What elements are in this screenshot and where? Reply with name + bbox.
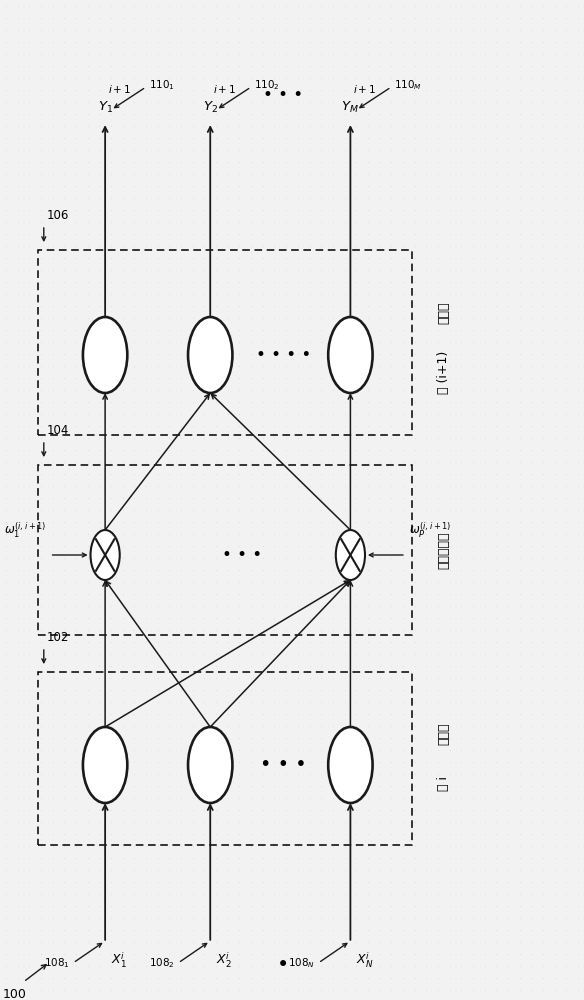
Circle shape: [328, 317, 373, 393]
Circle shape: [83, 727, 127, 803]
Text: 突触的网络: 突触的网络: [437, 531, 450, 569]
Text: $Y_2$: $Y_2$: [203, 100, 218, 115]
Text: $Y_1$: $Y_1$: [98, 100, 113, 115]
Text: 神经元: 神经元: [437, 301, 450, 324]
Text: $X_1^i$: $X_1^i$: [111, 951, 127, 970]
Text: $108_1$: $108_1$: [44, 956, 70, 970]
Text: $X_N^i$: $X_N^i$: [356, 951, 374, 970]
Text: $i+1$: $i+1$: [108, 83, 131, 95]
Circle shape: [336, 530, 365, 580]
Text: • • •: • • •: [223, 546, 262, 564]
Text: 级 i: 级 i: [437, 776, 450, 791]
Circle shape: [91, 530, 120, 580]
Text: $110_2$: $110_2$: [254, 78, 280, 92]
Text: • • •: • • •: [260, 756, 307, 774]
Text: 104: 104: [47, 424, 69, 437]
Text: $X_2^i$: $X_2^i$: [216, 951, 232, 970]
Text: •: •: [277, 955, 289, 975]
Text: $108_2$: $108_2$: [150, 956, 175, 970]
Text: 级 (i+1): 级 (i+1): [437, 351, 450, 394]
Text: 100: 100: [3, 988, 26, 1000]
Text: $i+1$: $i+1$: [213, 83, 237, 95]
Text: $108_N$: $108_N$: [288, 956, 315, 970]
Text: $110_1$: $110_1$: [149, 78, 175, 92]
Circle shape: [188, 317, 232, 393]
Circle shape: [328, 727, 373, 803]
Text: • • •: • • •: [263, 86, 303, 104]
Text: • • • •: • • • •: [256, 346, 311, 364]
Text: $i+1$: $i+1$: [353, 83, 377, 95]
Text: $110_M$: $110_M$: [394, 78, 422, 92]
Circle shape: [188, 727, 232, 803]
Text: $\omega_1^{(i,i+1)}$: $\omega_1^{(i,i+1)}$: [5, 520, 47, 540]
Text: 神经元: 神经元: [437, 722, 450, 745]
Text: 106: 106: [47, 209, 69, 222]
Text: 102: 102: [47, 631, 69, 644]
Text: $Y_M$: $Y_M$: [342, 100, 359, 115]
Text: $\omega_P^{(i,i+1)}$: $\omega_P^{(i,i+1)}$: [409, 520, 451, 540]
Circle shape: [83, 317, 127, 393]
